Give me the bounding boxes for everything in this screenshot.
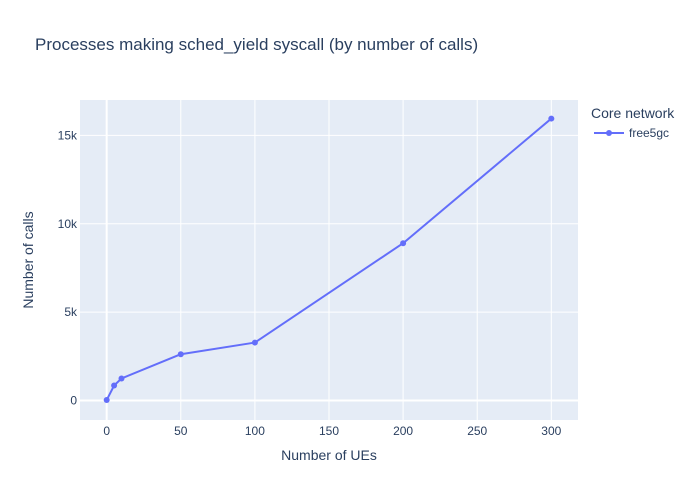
- y-tick-label: 0: [70, 394, 77, 408]
- data-point[interactable]: [400, 240, 407, 247]
- chart-title: Processes making sched_yield syscall (by…: [35, 35, 478, 54]
- y-tick-label: 15k: [58, 128, 78, 142]
- legend-marker-swatch: [606, 130, 612, 136]
- data-point[interactable]: [118, 375, 125, 382]
- data-point[interactable]: [111, 382, 118, 389]
- legend-title: Core network: [591, 105, 675, 121]
- data-point[interactable]: [251, 339, 258, 346]
- legend-item-free5gc[interactable]: free5gc: [594, 126, 669, 140]
- x-tick-label: 100: [245, 424, 265, 438]
- x-tick-label: 150: [319, 424, 339, 438]
- x-tick-label: 0: [103, 424, 110, 438]
- y-tick-label: 5k: [64, 305, 78, 319]
- x-tick-label: 250: [467, 424, 487, 438]
- legend[interactable]: Core network free5gc: [591, 105, 675, 140]
- y-axis-ticks: 0 5k 10k 15k: [58, 128, 78, 407]
- y-tick-label: 10k: [58, 217, 78, 231]
- x-axis-title: Number of UEs: [281, 447, 377, 463]
- x-tick-label: 200: [393, 424, 413, 438]
- x-tick-label: 300: [541, 424, 561, 438]
- data-point[interactable]: [177, 351, 184, 358]
- y-axis-title: Number of calls: [20, 211, 36, 308]
- legend-label-free5gc: free5gc: [629, 126, 669, 140]
- series-layer: [103, 115, 555, 404]
- x-axis-ticks: 0 50 100 150 200 250 300: [103, 424, 561, 438]
- data-point[interactable]: [103, 397, 110, 404]
- grid-lines: [80, 100, 578, 420]
- x-tick-label: 50: [174, 424, 188, 438]
- data-point[interactable]: [548, 115, 555, 122]
